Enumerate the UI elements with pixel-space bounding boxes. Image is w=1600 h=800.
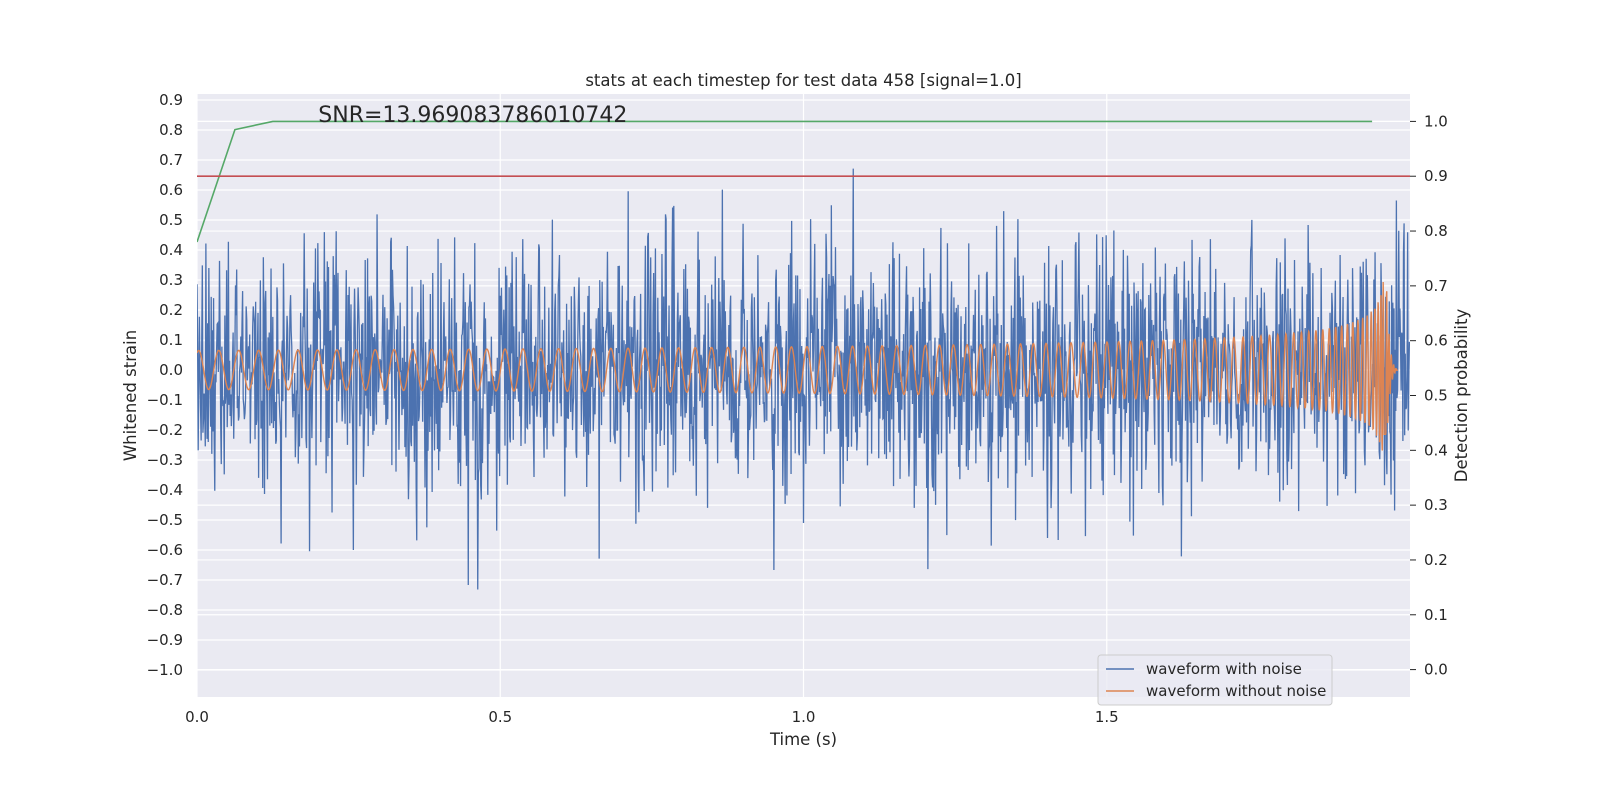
legend-label-waveform-with-noise: waveform with noise <box>1146 660 1302 678</box>
y-left-tick-label: −0.9 <box>147 631 183 649</box>
series-line-waveform-without-noise <box>197 282 1399 451</box>
y-left-tick-label: −0.2 <box>147 421 183 439</box>
x-tick-label: 1.0 <box>792 708 816 726</box>
y-right-tick-label: 0.4 <box>1424 441 1448 459</box>
y-right-tick-label: 0.7 <box>1424 277 1448 295</box>
y-left-tick-label: −0.8 <box>147 601 183 619</box>
y-left-tick-label: 0.8 <box>159 121 183 139</box>
x-axis-ticks: 0.0 0.5 1.0 1.5 <box>185 708 1119 726</box>
y-right-tick-label: 0.3 <box>1424 496 1448 514</box>
y-left-tick-label: −0.4 <box>147 481 183 499</box>
y-left-tick-label: −0.5 <box>147 511 183 529</box>
y-left-tick-label: −0.1 <box>147 391 183 409</box>
y-left-tick-label: 0.3 <box>159 271 183 289</box>
y-left-tick-label: 0.2 <box>159 301 183 319</box>
y-right-tick-label: 1.0 <box>1424 112 1448 130</box>
chart-title: stats at each timestep for test data 458… <box>585 71 1021 90</box>
series-layer <box>197 120 1410 590</box>
y-left-tick-label: −0.7 <box>147 571 183 589</box>
y-left-tick-label: 0.7 <box>159 151 183 169</box>
legend-box <box>1097 654 1333 706</box>
y-left-tick-label: 0.1 <box>159 331 183 349</box>
y-right-tick-label: 0.8 <box>1424 222 1448 240</box>
legend: waveform with noise waveform without noi… <box>1097 654 1333 706</box>
y-left-tick-label: 0.9 <box>159 91 183 109</box>
y-left-tick-label: −0.6 <box>147 541 183 559</box>
y-right-axis-label: Detection probability <box>1452 309 1471 483</box>
y-right-tick-label: 0.1 <box>1424 606 1448 624</box>
y-left-tick-label: −1.0 <box>147 661 183 679</box>
y-right-tick-label: 0.2 <box>1424 551 1448 569</box>
y-left-tick-label: 0.5 <box>159 211 183 229</box>
y-left-tick-label: 0.6 <box>159 181 183 199</box>
y-left-tick-label: −0.3 <box>147 451 183 469</box>
snr-annotation: SNR=13.969083786010742 <box>318 103 627 128</box>
x-tick-label: 1.5 <box>1095 708 1119 726</box>
y-right-axis-ticks: 1.0 0.9 0.8 0.7 0.6 0.5 0.4 0.3 0.2 0.1 0.0 <box>1410 112 1448 679</box>
y-left-axis-label: Whitened strain <box>121 330 140 461</box>
x-tick-label: 0.5 <box>488 708 512 726</box>
y-left-axis-ticks: 0.9 0.8 0.7 0.6 0.5 0.4 0.3 0.2 0.1 0.0 −0.1 −0.2 −0… <box>147 91 183 679</box>
series-line-detection-probability <box>197 120 1373 243</box>
x-axis-label: Time (s) <box>769 730 837 749</box>
legend-label-waveform-without-noise: waveform without noise <box>1146 682 1326 700</box>
y-left-tick-label: 0.0 <box>159 361 183 379</box>
y-left-tick-label: 0.4 <box>159 241 183 259</box>
series-line-waveform-with-noise <box>197 168 1410 590</box>
y-right-tick-label: 0.6 <box>1424 332 1448 350</box>
y-right-tick-label: 0.9 <box>1424 167 1448 185</box>
y-right-tick-label: 0.5 <box>1424 387 1448 405</box>
x-tick-label: 0.0 <box>185 708 209 726</box>
y-right-tick-label: 0.0 <box>1424 661 1448 679</box>
